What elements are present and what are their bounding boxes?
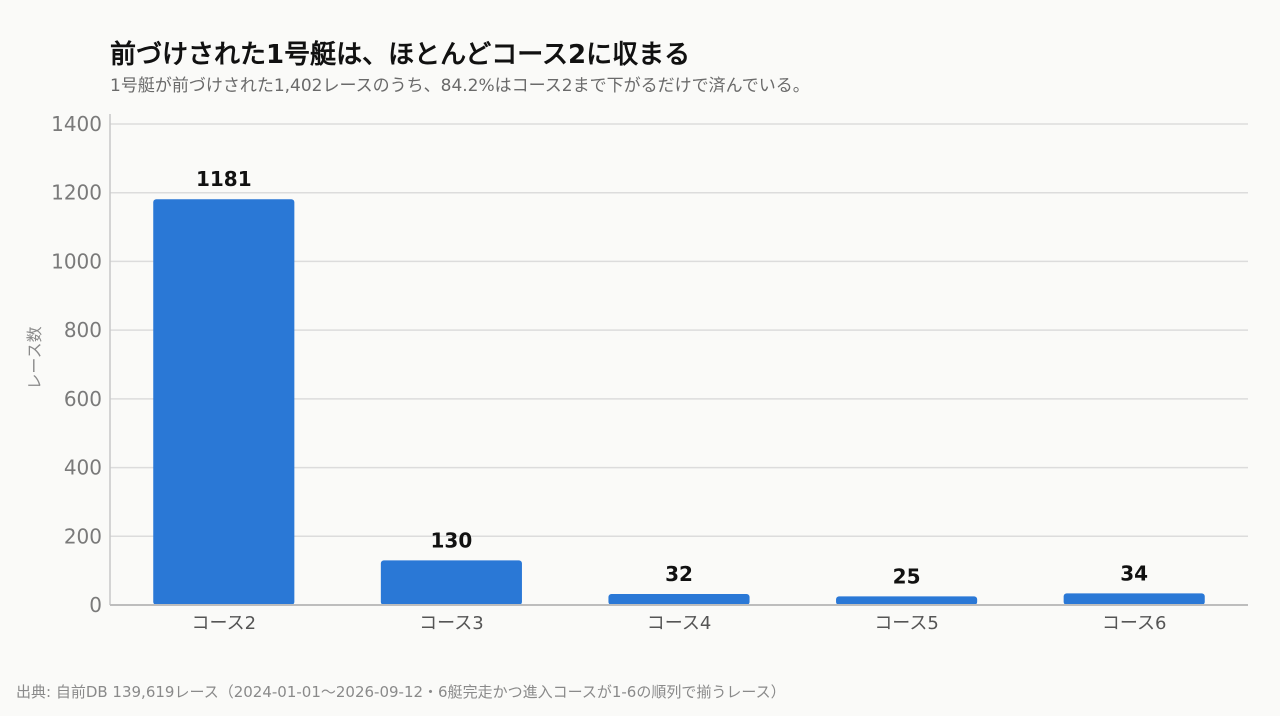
y-tick-label: 800 [64, 318, 102, 342]
x-tick-label: コース3 [419, 613, 484, 634]
data-label: 25 [893, 564, 921, 588]
data-label: 34 [1120, 561, 1148, 585]
y-tick-label: 600 [64, 387, 102, 411]
x-tick-label: コース5 [874, 613, 939, 634]
x-tick-label: コース6 [1102, 613, 1167, 634]
y-tick-label: 400 [64, 456, 102, 480]
bar [608, 594, 750, 605]
bar [153, 199, 295, 606]
y-tick-label: 200 [64, 524, 102, 548]
x-tick-label: コース4 [647, 613, 712, 634]
chart-subtitle: 1号艇が前づけされた1,402レースのうち、84.2%はコース2まで下がるだけで… [110, 76, 810, 96]
source-note: 出典: 自前DB 139,619レース（2024-01-01〜2026-09-1… [16, 683, 786, 701]
data-label: 130 [431, 528, 473, 552]
gridlines [110, 123, 1248, 538]
y-tick-label: 1000 [51, 249, 102, 273]
chart-title: 前づけされた1号艇は、ほとんどコース2に収まる [110, 40, 691, 70]
y-tick-label: 1400 [51, 112, 102, 136]
y-tick-label: 0 [89, 593, 102, 617]
axes: 0 200 400 600 800 1000 1200 1400 コース2 コース3 コース4 コース… [51, 112, 1248, 634]
y-tick-label: 1200 [51, 181, 102, 205]
x-tick-label: コース2 [192, 613, 257, 634]
data-label: 1181 [196, 167, 252, 191]
bar [836, 596, 978, 605]
bar [380, 560, 522, 605]
data-label: 32 [665, 562, 693, 586]
bar [1063, 593, 1205, 605]
y-axis-label: レース数 [25, 326, 44, 389]
bars: 1181 130 32 25 34 [153, 167, 1205, 606]
